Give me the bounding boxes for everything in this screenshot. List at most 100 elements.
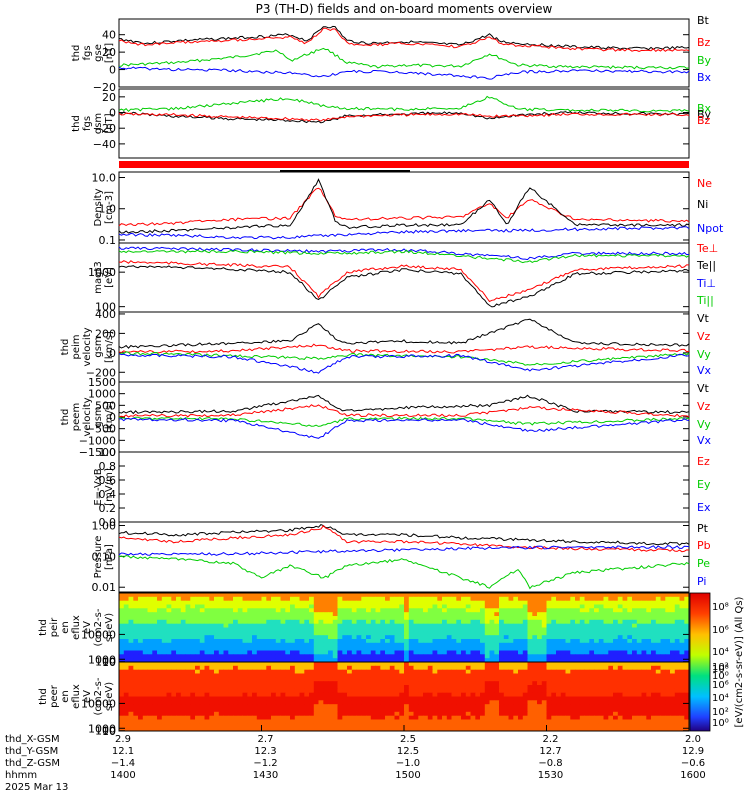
heat-cell [470, 677, 476, 682]
heat-cell [541, 688, 547, 693]
heat-cell [361, 642, 367, 647]
heat-cell [351, 612, 357, 617]
heat-cell [418, 677, 424, 682]
heat-cell [218, 639, 224, 644]
heat-cell [594, 708, 600, 713]
heat-cell [641, 704, 647, 709]
heat-cell [584, 727, 590, 732]
heat-cell [603, 627, 609, 632]
heat-cell [494, 623, 500, 628]
heat-cell [461, 600, 467, 605]
heat-cell [342, 593, 348, 598]
heat-cell [527, 642, 533, 647]
heat-cell [556, 700, 562, 705]
heat-cell [518, 616, 524, 621]
heat-cell [404, 627, 410, 632]
heat-cell [556, 596, 562, 601]
heat-cell [503, 723, 509, 728]
heat-cell [304, 627, 310, 632]
heat-cell [218, 677, 224, 682]
heat-cell [242, 711, 248, 716]
heat-cell [271, 704, 277, 709]
heat-cell [256, 623, 262, 628]
heat-cell [641, 604, 647, 609]
time-axis-tick-label: 2.7 [258, 734, 274, 745]
heat-cell [299, 654, 305, 659]
heat-cell [570, 727, 576, 732]
heat-cell [546, 612, 552, 617]
heat-cell [660, 639, 666, 644]
heat-cell [480, 669, 486, 674]
heat-cell [119, 650, 125, 655]
heat-cell [290, 719, 296, 724]
heat-cell [399, 616, 405, 621]
heat-cell [465, 593, 471, 598]
heat-cell [636, 654, 642, 659]
heat-cell [199, 608, 205, 613]
heat-cell [347, 677, 353, 682]
heat-cell [589, 639, 595, 644]
heat-cell [437, 715, 443, 720]
heat-cell [285, 708, 291, 713]
heat-cell [399, 715, 405, 720]
heat-cell [446, 696, 452, 701]
heat-cell [603, 719, 609, 724]
heat-cell [247, 677, 253, 682]
heat-cell [361, 616, 367, 621]
heat-cell [119, 662, 125, 667]
heat-cell [328, 723, 334, 728]
heat-cell [432, 700, 438, 705]
y-axis-label: peir [49, 617, 60, 637]
heat-cell [499, 631, 505, 636]
heat-cell [636, 715, 642, 720]
heat-cell [527, 692, 533, 697]
heat-cell [670, 700, 676, 705]
heat-cell [465, 658, 471, 663]
heat-cell [199, 696, 205, 701]
heat-cell [427, 662, 433, 667]
heat-cell [423, 723, 429, 728]
heat-cell [446, 665, 452, 670]
heat-cell [199, 681, 205, 686]
heat-cell [546, 619, 552, 624]
heat-cell [465, 639, 471, 644]
heat-cell [499, 696, 505, 701]
heat-cell [489, 723, 495, 728]
heat-cell [598, 642, 604, 647]
heat-cell [427, 616, 433, 621]
heat-cell [665, 688, 671, 693]
heat-cell [560, 616, 566, 621]
time-axis-row-label: thd_Y-GSM [5, 746, 58, 757]
heat-cell [404, 604, 410, 609]
heat-cell [613, 654, 619, 659]
heat-cell [351, 723, 357, 728]
heat-cell [252, 596, 258, 601]
heat-cell [622, 719, 628, 724]
heat-cell [603, 612, 609, 617]
heat-cell [375, 627, 381, 632]
heat-cell [622, 627, 628, 632]
heat-cell [503, 616, 509, 621]
heat-cell [394, 608, 400, 613]
heat-cell [266, 723, 272, 728]
heat-cell [499, 646, 505, 651]
heat-cell [641, 715, 647, 720]
heat-cell [256, 708, 262, 713]
heat-cell [437, 654, 443, 659]
heat-cell [328, 608, 334, 613]
heat-cell [442, 700, 448, 705]
heat-cell [218, 715, 224, 720]
heat-cell [261, 711, 267, 716]
heat-cell [608, 673, 614, 678]
heat-cell [332, 681, 338, 686]
heat-cell [551, 627, 557, 632]
heat-cell [660, 631, 666, 636]
heat-cell [484, 692, 490, 697]
heat-cell [641, 619, 647, 624]
heat-cell [261, 708, 267, 713]
heat-cell [632, 685, 638, 690]
heat-cell [271, 612, 277, 617]
heat-cell [399, 627, 405, 632]
heat-cell [461, 619, 467, 624]
heat-cell [375, 593, 381, 598]
